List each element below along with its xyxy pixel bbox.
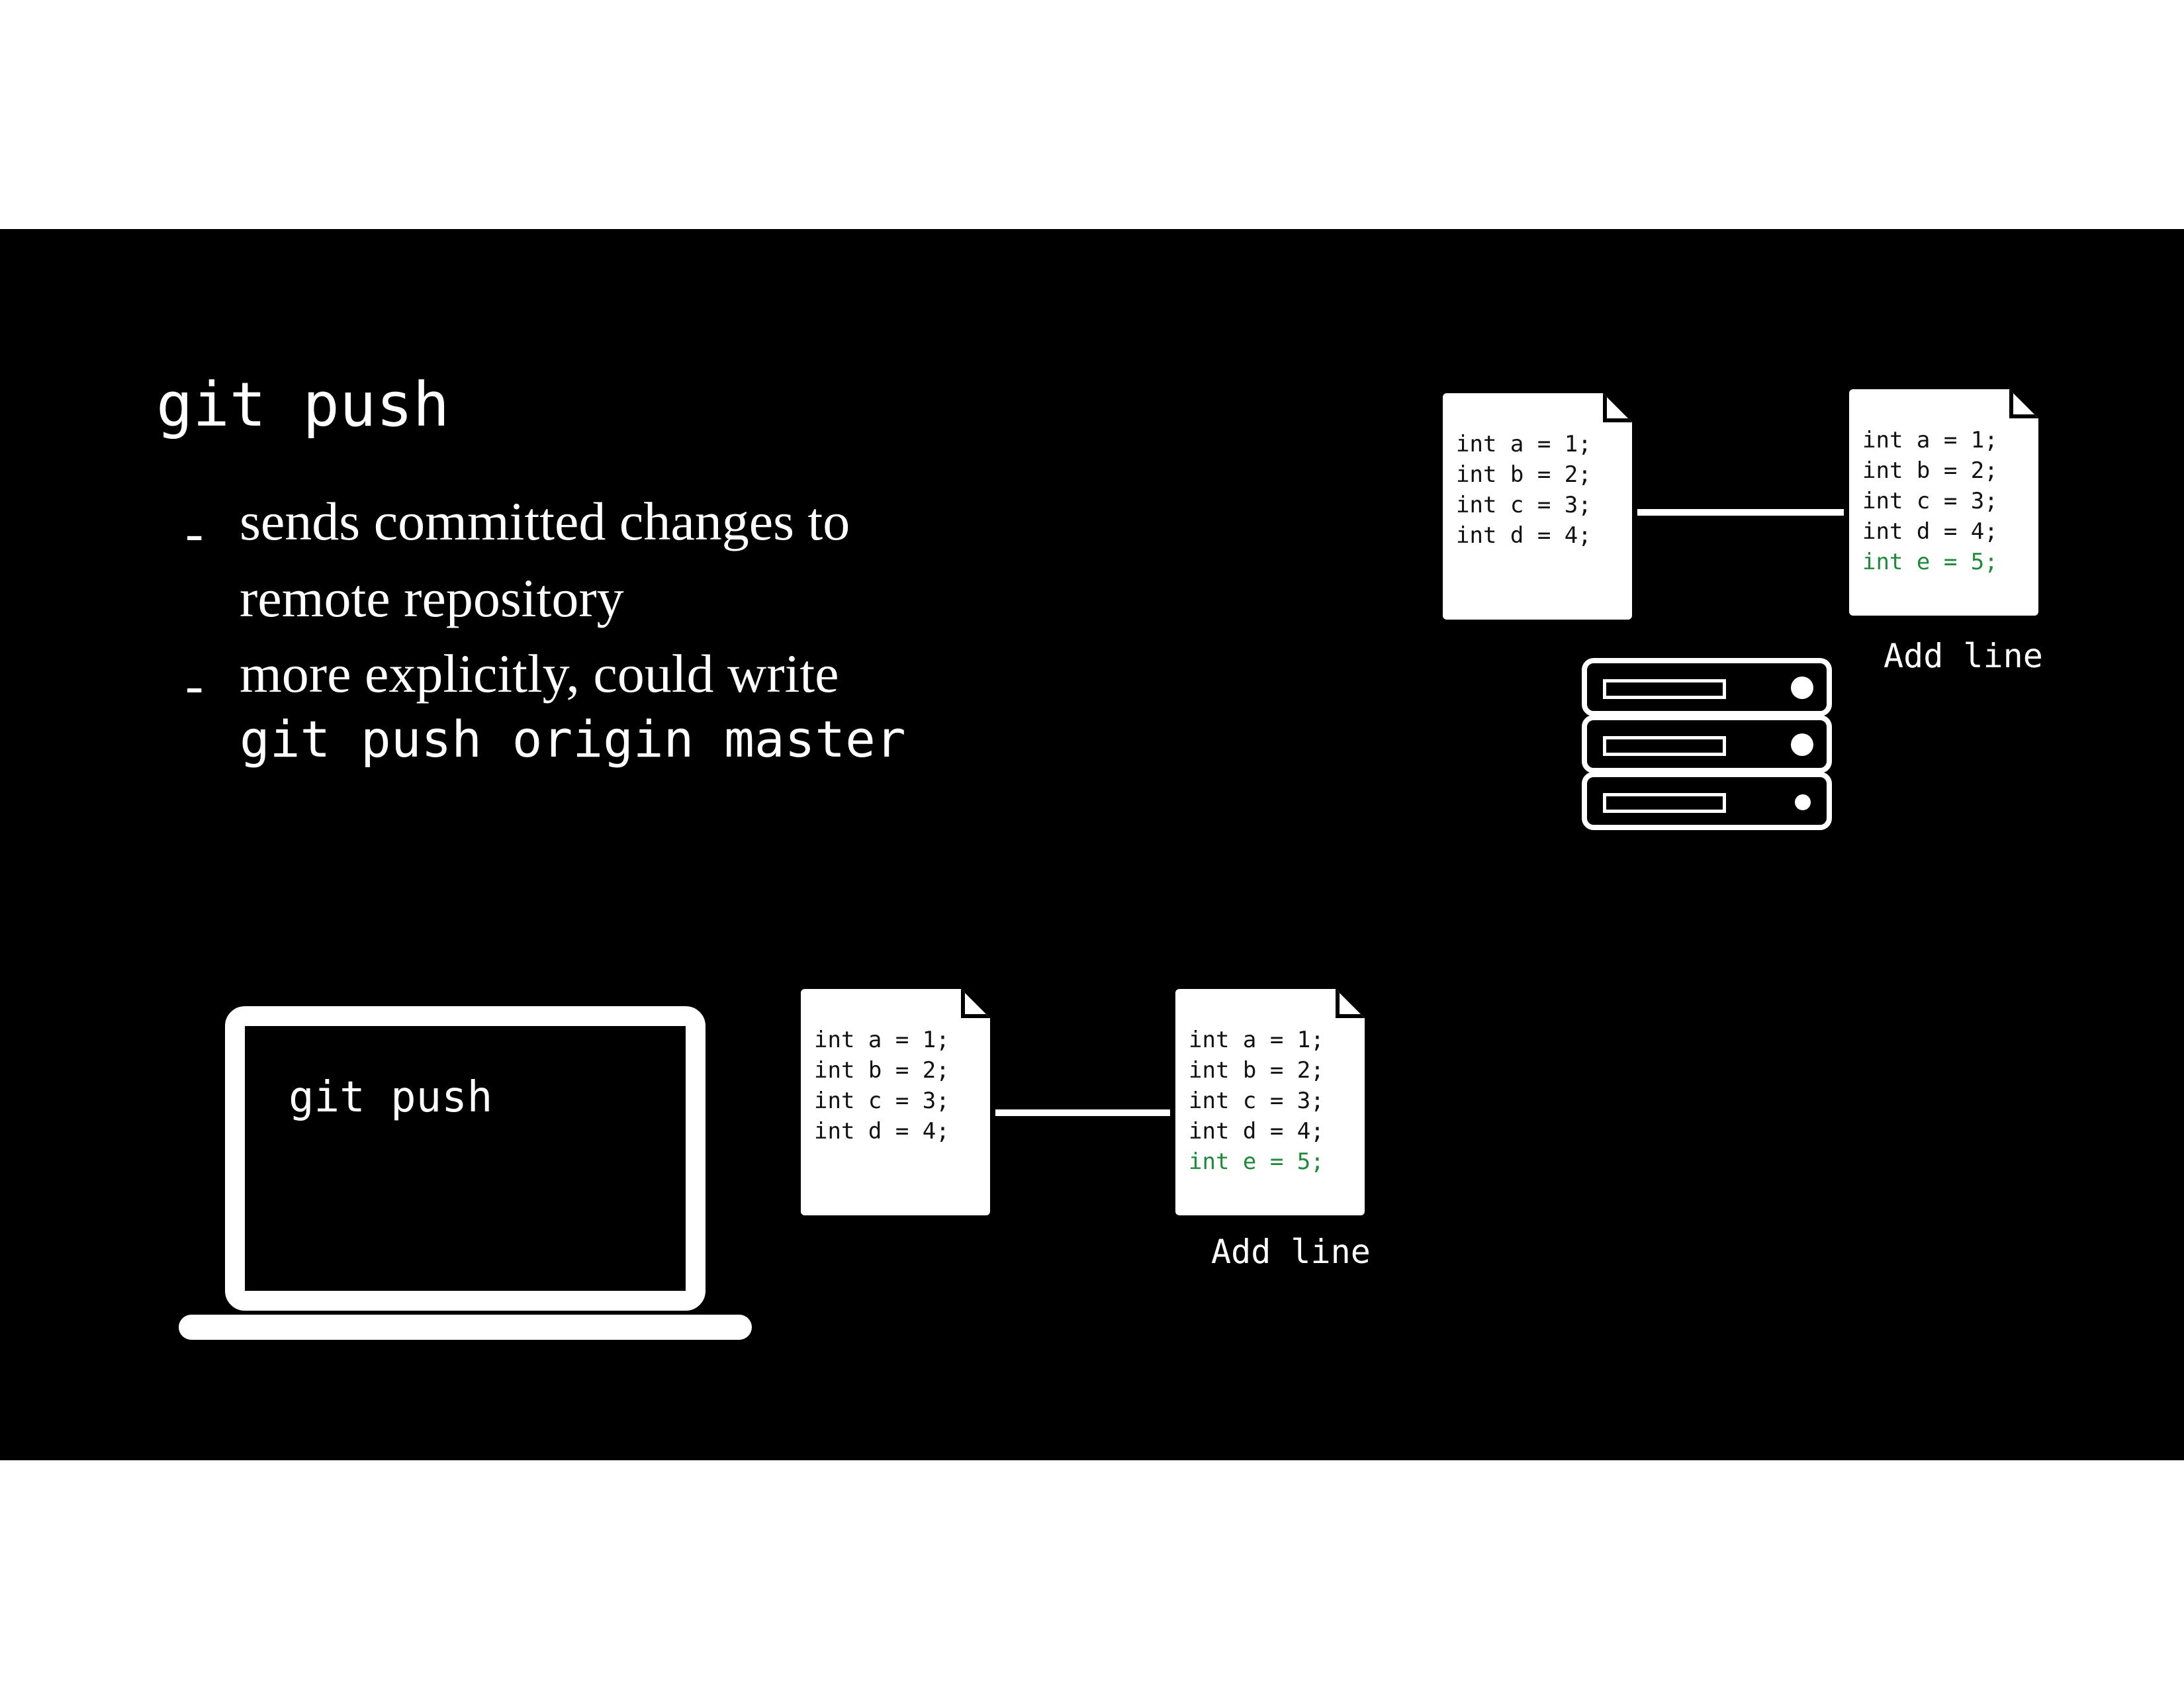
added-line: int e = 5; (1862, 549, 1998, 575)
remote-file-before-code: int a = 1; int b = 2; int c = 3; int d = 4; (1456, 431, 1592, 549)
added-line: int e = 5; (1189, 1149, 1324, 1175)
bullet-2-code: git push origin master (240, 710, 906, 769)
bullet-2-dash: - (185, 655, 204, 715)
remote-history-connector (1637, 509, 1844, 516)
slide-title: git push (156, 369, 450, 440)
laptop-icon: git push (179, 1006, 752, 1340)
remote-file-after-code: int a = 1; int b = 2; int c = 3; int d = 4;… (1862, 425, 1998, 577)
laptop-screen: git push (225, 1006, 705, 1311)
local-file-after-code: int a = 1; int b = 2; int c = 3; int d = 4;… (1189, 1025, 1324, 1177)
local-commit-label: Add line (1211, 1233, 1371, 1271)
local-file-after: int a = 1; int b = 2; int c = 3; int d = 4;… (1175, 989, 1365, 1215)
laptop-base (179, 1315, 752, 1340)
local-history-connector (995, 1109, 1170, 1116)
server-stack-icon (1582, 658, 1832, 831)
page-fold-icon (1603, 393, 1632, 422)
remote-file-after: int a = 1; int b = 2; int c = 3; int d = 4;… (1849, 389, 2038, 616)
remote-file-before: int a = 1; int b = 2; int c = 3; int d = 4; (1443, 393, 1632, 620)
bullet-1-dash: - (185, 502, 204, 563)
terminal-command: git push (289, 1073, 493, 1122)
bullet-1-line-2: remote repository (240, 568, 624, 628)
local-file-before-code: int a = 1; int b = 2; int c = 3; int d = 4; (814, 1027, 950, 1145)
page-fold-icon (2009, 389, 2038, 418)
page-fold-icon (961, 989, 990, 1018)
page-fold-icon (1336, 989, 1365, 1018)
remote-commit-label: Add line (1884, 637, 2043, 675)
slide: git push - sends committed changes to re… (0, 229, 2184, 1460)
bullet-2-line-1: more explicitly, could write (240, 643, 839, 704)
bullet-1-line-1: sends committed changes to (240, 491, 850, 551)
local-file-before: int a = 1; int b = 2; int c = 3; int d = 4; (801, 989, 990, 1215)
